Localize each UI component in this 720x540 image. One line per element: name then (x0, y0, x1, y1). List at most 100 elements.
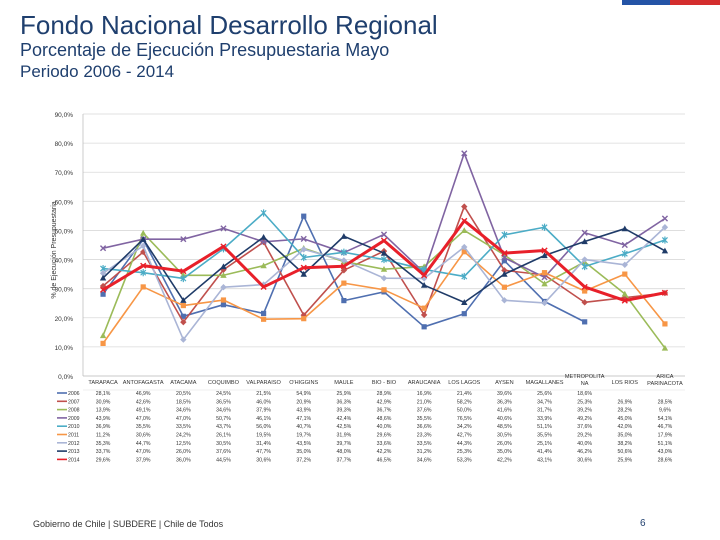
table-cell: 31,9% (337, 433, 352, 439)
x-tick-label: ANTOFAGASTA (123, 380, 164, 386)
data-point (461, 299, 468, 305)
table-cell: 25,1% (537, 441, 552, 447)
data-point (100, 291, 106, 297)
page-period: Periodo 2006 - 2014 (20, 62, 175, 81)
table-cell: 42,4% (337, 416, 352, 422)
table-cell: 25,3% (577, 399, 592, 405)
data-point (661, 236, 668, 244)
data-point (621, 241, 628, 249)
table-cell: 31,4% (256, 441, 271, 447)
y-tick-label: 50,0% (55, 228, 74, 235)
data-point (421, 305, 427, 311)
table-cell: 45,0% (617, 416, 632, 422)
table-cell: 47,0% (136, 416, 151, 422)
table-cell: 56,0% (256, 424, 271, 430)
table-cell: 24,5% (216, 391, 231, 397)
data-point (260, 233, 267, 240)
table-cell: 26,9% (617, 399, 632, 405)
table-cell: 47,0% (136, 449, 151, 455)
table-cell: 50,7% (216, 416, 231, 422)
data-point (661, 224, 669, 231)
data-point (220, 263, 227, 270)
table-cell: 28,1% (96, 391, 111, 397)
x-tick-label: BIO - BIO (372, 380, 397, 386)
y-tick-label: 10,0% (55, 345, 74, 352)
legend-label: 2010 (68, 424, 80, 430)
data-point (220, 272, 227, 278)
data-point (501, 231, 508, 239)
legend-label: 2009 (68, 416, 80, 422)
page-number: 6 (640, 518, 646, 529)
table-cell: 46,5% (377, 457, 392, 463)
table-cell: 36,3% (337, 399, 352, 405)
table-cell: 30,9% (96, 399, 111, 405)
table-cell: 25,9% (617, 457, 632, 463)
table-cell: 37,2% (296, 457, 311, 463)
table-cell: 42,7% (457, 433, 472, 439)
table-cell: 9,6% (659, 408, 671, 414)
table-cell: 42,2% (377, 449, 392, 455)
table-cell: 51,1% (658, 441, 673, 447)
table-cell: 46,9% (136, 391, 151, 397)
table-cell: 47,0% (176, 416, 191, 422)
data-point (541, 252, 548, 259)
flag-bar (622, 0, 720, 5)
data-point (662, 321, 668, 327)
data-point (180, 318, 187, 326)
data-point (621, 290, 628, 297)
y-tick-label: 20,0% (55, 316, 74, 323)
data-point (180, 268, 187, 275)
table-cell: 38,2% (617, 441, 632, 447)
data-point (140, 284, 146, 290)
data-point (582, 319, 588, 325)
x-tick-label: MAGALLANES (526, 380, 564, 386)
table-cell: 33,7% (96, 449, 111, 455)
data-point (180, 313, 186, 319)
y-tick-label: 60,0% (55, 199, 74, 206)
table-cell: 46,0% (256, 399, 271, 405)
x-tick-label: TARAPACA (88, 380, 118, 386)
data-point (260, 238, 267, 245)
data-point (541, 299, 548, 307)
data-point (380, 237, 388, 244)
table-cell: 42,2% (497, 457, 512, 463)
table-cell: 35,0% (497, 449, 512, 455)
table-cell: 16,9% (417, 391, 432, 397)
table-cell: 44,3% (457, 441, 472, 447)
data-point (99, 286, 107, 293)
table-cell: 36,9% (96, 424, 111, 430)
table-cell: 12,5% (176, 441, 191, 447)
x-tick-label: MAULE (334, 380, 354, 386)
x-tick-label: VALPARAISO (246, 380, 281, 386)
data-point (260, 209, 267, 217)
table-cell: 40,0% (577, 441, 592, 447)
table-cell: 30,6% (256, 457, 271, 463)
table-cell: 54,9% (296, 391, 311, 397)
table-cell: 33,5% (176, 424, 191, 430)
data-point (220, 284, 227, 291)
data-point (501, 270, 508, 277)
page-subtitle: Porcentaje de Ejecución Presupuestaria M… (20, 40, 390, 60)
data-point (581, 299, 588, 306)
data-point (461, 249, 467, 255)
data-point (380, 274, 388, 282)
table-cell: 39,7% (337, 441, 352, 447)
x-tick-label: ARICA PARINACOTA (647, 374, 683, 387)
table-cell: 58,2% (457, 399, 472, 405)
table-cell: 28,5% (658, 399, 673, 405)
data-point (501, 250, 508, 257)
x-tick-label: METROPOLITA NA (565, 374, 605, 387)
footer-text: Gobierno de Chile | SUBDERE | Chile de T… (33, 519, 224, 529)
table-cell: 37,9% (136, 457, 151, 463)
data-point (140, 235, 147, 242)
table-cell: 21,5% (256, 391, 271, 397)
flag-blue-segment (622, 0, 670, 5)
table-cell: 19,5% (256, 433, 271, 439)
data-point (581, 229, 588, 236)
table-cell: 29,6% (96, 457, 111, 463)
data-point (661, 344, 669, 351)
x-tick-label: O'HIGGINS (289, 380, 318, 386)
data-point (501, 284, 507, 290)
data-point (341, 280, 347, 286)
